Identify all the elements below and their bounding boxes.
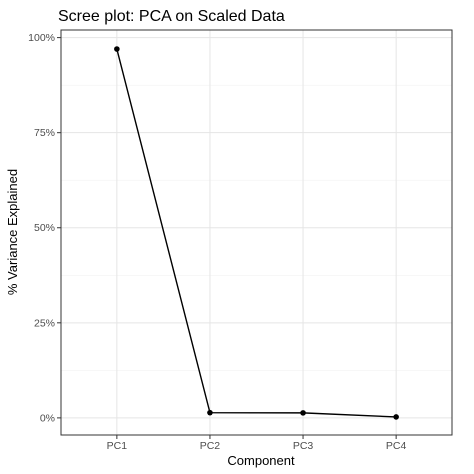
x-tick-label: PC4: [386, 440, 407, 452]
chart-title: Scree plot: PCA on Scaled Data: [58, 8, 285, 25]
x-tick-label: PC3: [293, 440, 314, 452]
data-point: [300, 410, 306, 416]
y-tick-label: 75%: [34, 127, 55, 139]
series: [114, 46, 399, 420]
x-tick-label: PC2: [200, 440, 221, 452]
data-point: [393, 414, 399, 420]
grid-lines: [61, 30, 452, 435]
y-axis-title: % Variance Explained: [5, 169, 20, 295]
x-tick-label: PC1: [107, 440, 128, 452]
axes: 0% 25% 50% 75% 100% PC1 PC2 PC3 PC4: [28, 29, 453, 452]
y-tick-label: 25%: [34, 317, 55, 329]
series-line: [116, 48, 397, 418]
y-tick-label: 0%: [40, 412, 55, 424]
panel-border: [60, 29, 453, 436]
x-axis-title: Component: [227, 453, 295, 468]
data-point: [114, 46, 120, 52]
y-tick-label: 50%: [34, 222, 55, 234]
data-point: [207, 409, 213, 416]
y-tick-label: 100%: [28, 32, 55, 44]
